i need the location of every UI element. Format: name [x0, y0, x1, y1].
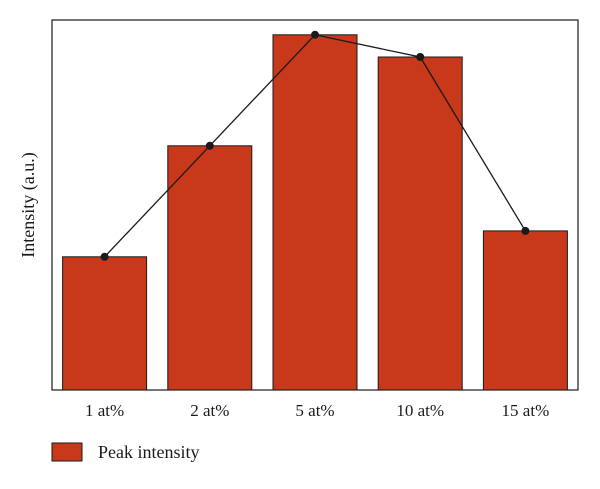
- x-tick-label: 10 at%: [396, 401, 444, 420]
- x-tick-label: 15 at%: [502, 401, 550, 420]
- legend-swatch: [51, 442, 83, 462]
- legend: Peak intensity: [51, 442, 200, 462]
- x-tick-label: 1 at%: [85, 401, 124, 420]
- bar: [377, 56, 463, 391]
- x-tick-label: 5 at%: [295, 401, 334, 420]
- bar: [272, 34, 358, 391]
- trend-point: [100, 252, 109, 261]
- bars-layer: [62, 34, 568, 391]
- bar: [167, 145, 253, 391]
- bar: [482, 230, 568, 391]
- y-axis-title: Intensity (a.u.): [18, 152, 39, 257]
- trend-point: [416, 53, 425, 61]
- trend-point: [521, 226, 530, 235]
- line-layer: [100, 30, 530, 261]
- trend-point: [205, 141, 214, 150]
- x-tick-labels: 1 at% 2 at% 5 at% 10 at% 15 at%: [85, 401, 549, 420]
- x-tick-label: 2 at%: [190, 401, 229, 420]
- trend-point: [311, 30, 319, 39]
- bar: [62, 256, 148, 391]
- legend-label: Peak intensity: [98, 442, 200, 462]
